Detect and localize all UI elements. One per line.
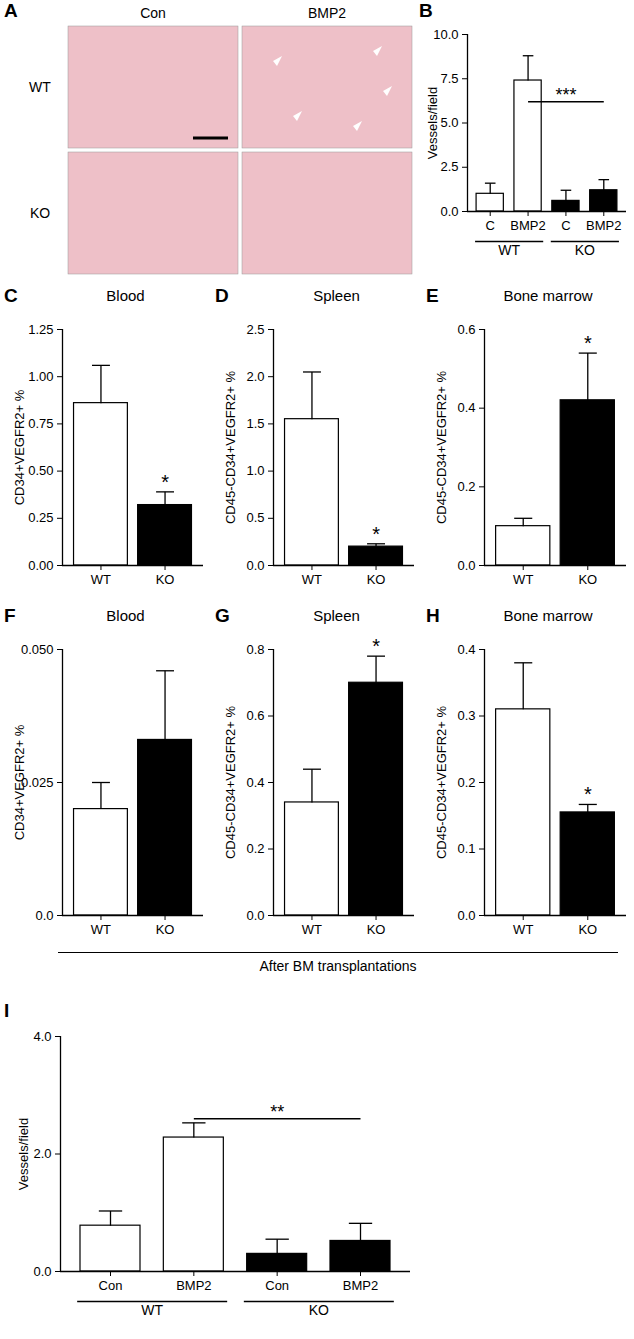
svg-text:0.0: 0.0	[457, 908, 475, 923]
html-text:A: A	[4, 0, 18, 21]
html-text:E: E	[426, 285, 439, 306]
svg-text:Con: Con	[99, 1278, 123, 1293]
svg-text:0.2: 0.2	[246, 841, 264, 856]
svg-text:0.5: 0.5	[246, 510, 264, 525]
svg-text:BMP2: BMP2	[510, 218, 545, 233]
svg-text:0.4: 0.4	[457, 400, 475, 415]
svg-text:*: *	[372, 523, 380, 545]
svg-text:KO: KO	[156, 922, 175, 937]
svg-text:*: *	[372, 635, 380, 657]
svg-text:0.2: 0.2	[457, 479, 475, 494]
svg-text:4.0: 4.0	[33, 1029, 51, 1044]
svg-text:CD45-CD34+VEGFR2+ %: CD45-CD34+VEGFR2+ %	[223, 705, 238, 859]
svg-text:BMP2: BMP2	[176, 1278, 211, 1293]
svg-text:0.6: 0.6	[246, 708, 264, 723]
svg-text:CD34+VEGFR2+ %: CD34+VEGFR2+ %	[12, 724, 27, 840]
svg-text:WT: WT	[91, 572, 111, 587]
svg-text:2.5: 2.5	[246, 322, 264, 337]
html-text:B: B	[419, 0, 433, 21]
svg-text:1.0: 1.0	[246, 463, 264, 478]
svg-text:1.5: 1.5	[246, 416, 264, 431]
svg-text:Con: Con	[140, 5, 166, 21]
svg-text:C: C	[486, 218, 495, 233]
html-text:C: C	[4, 285, 18, 306]
html-text:Bone marrow: Bone marrow	[503, 607, 593, 624]
html-text:Blood: Blood	[106, 287, 145, 304]
svg-text:*: *	[584, 783, 592, 805]
svg-text:Con: Con	[265, 1278, 289, 1293]
html-text:D: D	[215, 285, 229, 306]
svg-text:WT: WT	[498, 242, 520, 258]
svg-text:BMP2: BMP2	[308, 5, 346, 21]
svg-text:*: *	[161, 471, 169, 493]
svg-text:0.0: 0.0	[246, 908, 264, 923]
svg-text:0.0: 0.0	[457, 558, 475, 573]
svg-text:0.0: 0.0	[35, 908, 53, 923]
html-text:G: G	[215, 605, 230, 626]
svg-text:KO: KO	[30, 205, 50, 221]
svg-text:CD45-CD34+VEGFR2+ %: CD45-CD34+VEGFR2+ %	[434, 370, 449, 524]
svg-text:10.0: 10.0	[433, 27, 458, 42]
svg-text:WT: WT	[91, 922, 111, 937]
svg-text:2.5: 2.5	[440, 159, 458, 174]
svg-text:**: **	[270, 1102, 284, 1122]
svg-text:0.2: 0.2	[457, 775, 475, 790]
html-text:Blood: Blood	[106, 607, 145, 624]
svg-text:Vessels/field: Vessels/field	[425, 87, 440, 159]
svg-text:WT: WT	[513, 572, 533, 587]
svg-text:KO: KO	[367, 572, 386, 587]
svg-text:Vessels/field: Vessels/field	[16, 1118, 31, 1190]
svg-text:0.25: 0.25	[28, 510, 53, 525]
svg-text:0.025: 0.025	[21, 774, 54, 790]
svg-text:CD34+VEGFR2+ %: CD34+VEGFR2+ %	[12, 389, 27, 505]
html-text:F: F	[4, 605, 16, 626]
svg-text:1.00: 1.00	[28, 369, 53, 384]
svg-text:0.4: 0.4	[246, 775, 264, 790]
svg-text:2.0: 2.0	[33, 1146, 51, 1161]
svg-text:BMP2: BMP2	[343, 1278, 378, 1293]
svg-text:7.5: 7.5	[440, 71, 458, 86]
svg-text:0.6: 0.6	[457, 322, 475, 337]
html-text:After BM transplantations: After BM transplantations	[259, 958, 417, 974]
svg-text:C: C	[561, 218, 570, 233]
svg-text:WT: WT	[302, 572, 322, 587]
svg-text:KO: KO	[578, 922, 597, 937]
svg-text:0.4: 0.4	[457, 642, 475, 657]
svg-text:KO: KO	[156, 572, 175, 587]
svg-text:KO: KO	[309, 1302, 329, 1318]
svg-text:0.1: 0.1	[457, 841, 475, 856]
html-text:Spleen: Spleen	[313, 287, 360, 304]
svg-text:0.50: 0.50	[28, 463, 53, 478]
svg-text:0.3: 0.3	[457, 708, 475, 723]
svg-text:WT: WT	[141, 1302, 163, 1318]
html-text:H: H	[426, 605, 440, 626]
svg-text:0.0: 0.0	[440, 204, 458, 219]
svg-text:0.00: 0.00	[28, 558, 53, 573]
svg-text:KO: KO	[578, 572, 597, 587]
svg-text:WT: WT	[29, 79, 51, 95]
svg-text:0.0: 0.0	[33, 1264, 51, 1279]
svg-text:0.8: 0.8	[246, 642, 264, 657]
svg-text:WT: WT	[513, 922, 533, 937]
svg-text:CD45-CD34+VEGFR2+ %: CD45-CD34+VEGFR2+ %	[434, 705, 449, 859]
html-text:Bone marrow: Bone marrow	[503, 287, 593, 304]
svg-text:KO: KO	[367, 922, 386, 937]
svg-text:1.25: 1.25	[28, 322, 53, 337]
svg-text:0.75: 0.75	[28, 416, 53, 431]
svg-text:CD45-CD34+VEGFR2+ %: CD45-CD34+VEGFR2+ %	[223, 370, 238, 524]
html-text:I: I	[4, 1000, 10, 1021]
svg-text:2.0: 2.0	[246, 369, 264, 384]
svg-text:***: ***	[555, 85, 576, 105]
html-text:Spleen: Spleen	[313, 607, 360, 624]
svg-text:BMP2: BMP2	[586, 218, 621, 233]
svg-text:5.0: 5.0	[440, 115, 458, 130]
svg-text:WT: WT	[302, 922, 322, 937]
svg-text:*: *	[584, 332, 592, 354]
svg-text:KO: KO	[575, 242, 595, 258]
svg-text:0.0: 0.0	[246, 558, 264, 573]
svg-text:0.050: 0.050	[21, 642, 54, 657]
